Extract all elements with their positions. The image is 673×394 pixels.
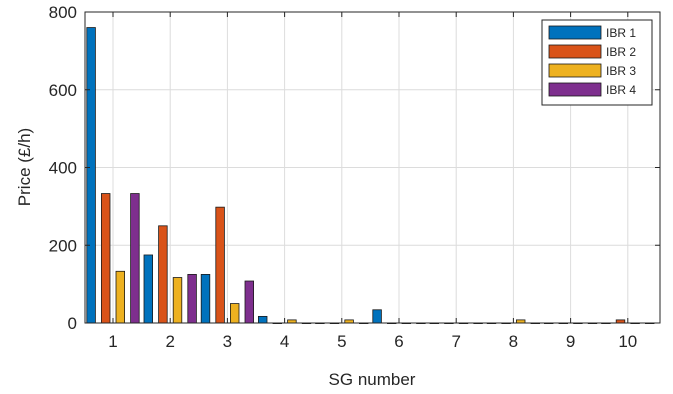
legend-label: IBR 1 xyxy=(606,26,636,40)
y-tick-label: 200 xyxy=(49,236,77,255)
bar-ibr-1-sg-4 xyxy=(257,315,268,324)
x-tick-label: 2 xyxy=(165,332,174,351)
x-tick-label: 8 xyxy=(509,332,518,351)
bar-ibr-1-sg-3 xyxy=(200,274,211,324)
x-tick-label: 7 xyxy=(451,332,460,351)
bar-ibr-2-sg-1 xyxy=(101,193,111,324)
bar-ibr-1-sg-1 xyxy=(86,27,96,324)
y-tick-label: 800 xyxy=(49,3,77,22)
x-tick-label: 6 xyxy=(394,332,403,351)
tick-layer: 0 200 400 600 800 1 2 3 4 5 6 7 8 9 10 xyxy=(49,3,660,351)
y-tick-label: 400 xyxy=(49,159,77,178)
bar-ibr-3-sg-1 xyxy=(115,270,126,324)
x-tick-label: 10 xyxy=(618,332,637,351)
bar-ibr-1-sg-6 xyxy=(372,309,382,324)
bar-ibr-1-sg-2 xyxy=(143,254,154,324)
bar-ibr-3-sg-3 xyxy=(229,303,240,324)
bar-ibr-2-sg-2 xyxy=(158,225,168,324)
y-axis-title: Price (£/h) xyxy=(15,128,34,206)
legend-swatch xyxy=(548,44,602,59)
bar-ibr-4-sg-2 xyxy=(187,274,197,324)
y-tick-label: 600 xyxy=(49,81,77,100)
x-tick-label: 9 xyxy=(566,332,575,351)
x-axis-title: SG number xyxy=(329,370,416,389)
legend-swatch xyxy=(548,63,602,78)
bar-ibr-4-sg-1 xyxy=(130,193,140,324)
x-tick-label: 3 xyxy=(223,332,232,351)
legend-label: IBR 2 xyxy=(606,45,636,59)
x-tick-label: 4 xyxy=(280,332,289,351)
legend-label: IBR 4 xyxy=(606,83,636,97)
legend-swatch xyxy=(548,82,602,97)
legend: IBR 1 IBR 2 IBR 3 IBR 4 xyxy=(541,19,653,106)
x-tick-label: 5 xyxy=(337,332,346,351)
y-tick-label: 0 xyxy=(68,314,77,333)
bar-ibr-4-sg-3 xyxy=(244,280,255,324)
legend-label: IBR 3 xyxy=(606,64,636,78)
bar-ibr-3-sg-2 xyxy=(172,277,183,324)
bar-ibr-2-sg-3 xyxy=(215,206,225,324)
legend-swatch xyxy=(548,25,602,40)
x-tick-label: 1 xyxy=(108,332,117,351)
